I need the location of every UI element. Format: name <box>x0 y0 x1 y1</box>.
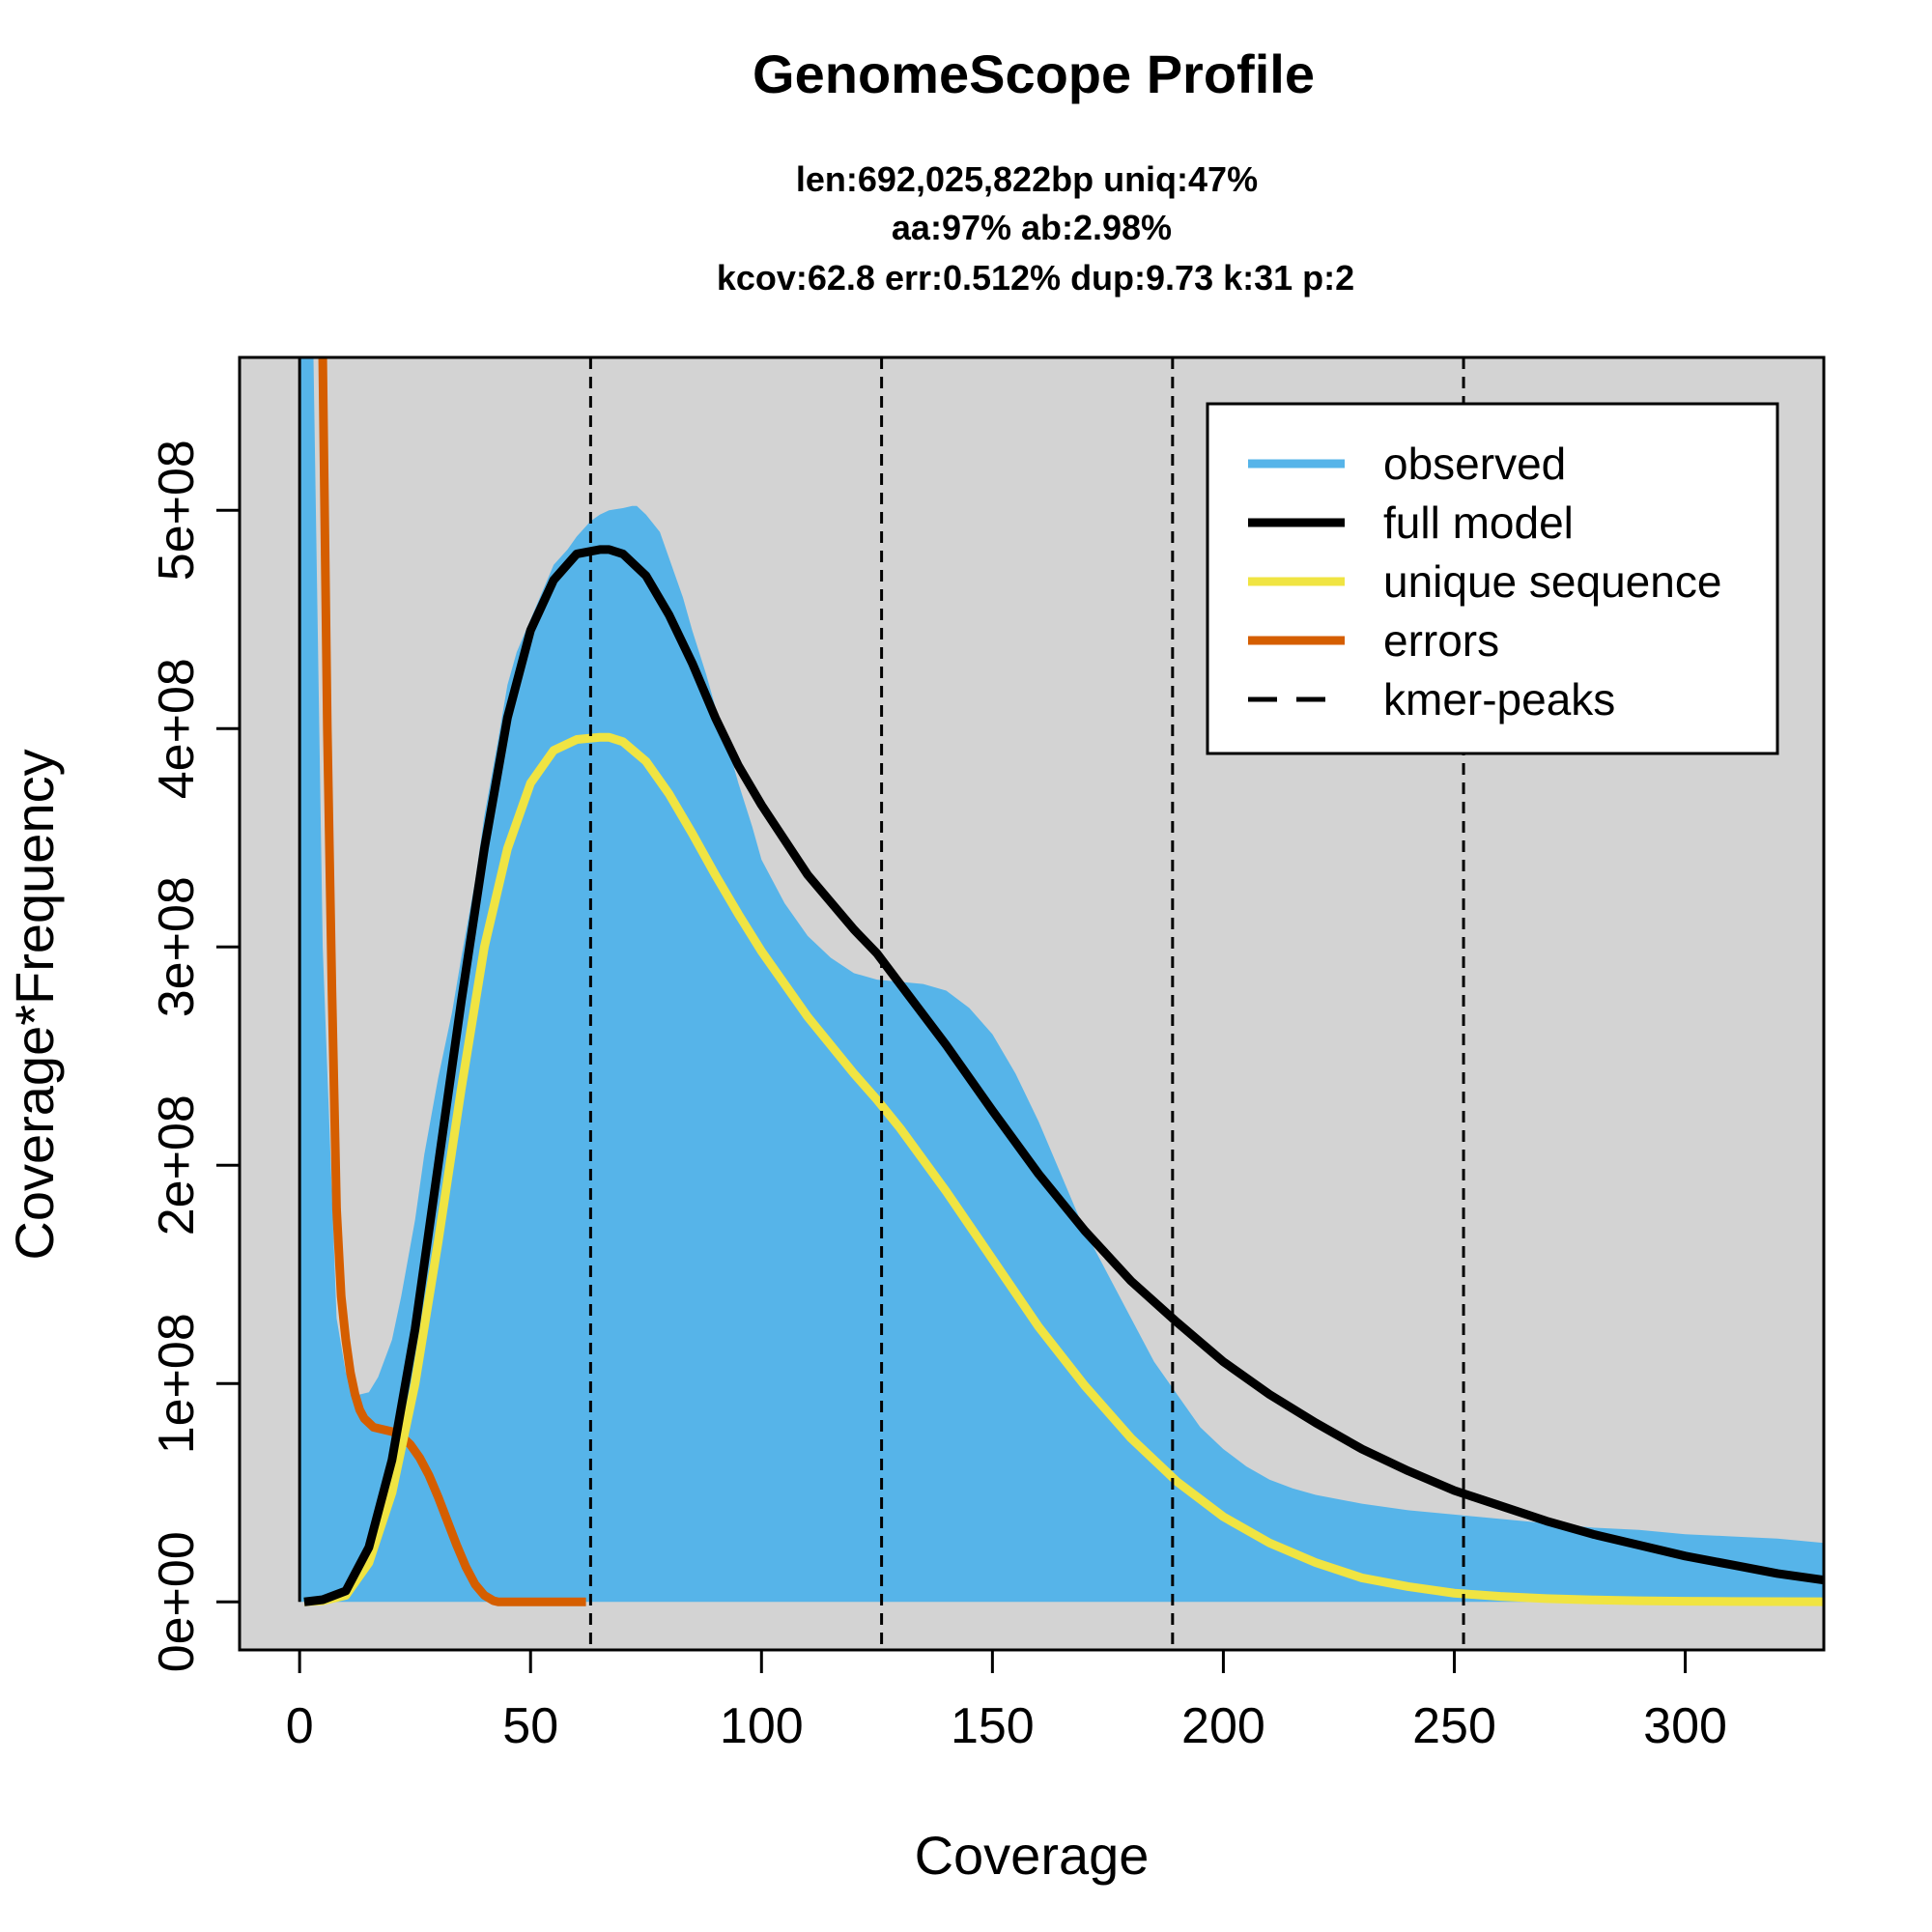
x-tick-label: 50 <box>502 1698 558 1754</box>
legend-label: full model <box>1383 497 1574 548</box>
legend-label: errors <box>1383 615 1499 666</box>
subtitle-line-2: aa:97% ab:2.98% <box>892 208 1172 247</box>
chart-title: GenomeScope Profile <box>753 43 1315 104</box>
x-tick-label: 300 <box>1643 1698 1727 1754</box>
x-axis-label: Coverage <box>915 1825 1150 1886</box>
series-layer <box>298 357 1824 1606</box>
y-tick-label: 4e+08 <box>149 658 205 799</box>
series-errors-line <box>318 357 586 1606</box>
y-tick-label: 5e+08 <box>149 440 205 581</box>
series-unique-sequence-line <box>303 732 1824 1606</box>
legend-label: kmer-peaks <box>1383 674 1615 724</box>
y-tick-label: 1e+08 <box>149 1313 205 1454</box>
legend-label: unique sequence <box>1383 556 1721 607</box>
x-tick-label: 150 <box>951 1698 1035 1754</box>
x-tick-label: 250 <box>1412 1698 1496 1754</box>
x-axis: 0 50 100 150 200 250 300 <box>286 1648 1727 1754</box>
x-tick-label: 100 <box>720 1698 804 1754</box>
legend: observed full model unique sequence errors k… <box>1206 402 1779 755</box>
x-tick-label: 0 <box>286 1698 314 1754</box>
y-axis-label: Coverage*Frequency <box>4 749 65 1260</box>
subtitle-line-3: kcov:62.8 err:0.512% dup:9.73 k:31 p:2 <box>717 258 1354 298</box>
subtitle-line-1: len:692,025,822bp uniq:47% <box>796 159 1258 199</box>
series-full-model-line <box>303 545 1824 1606</box>
y-axis: 0e+00 1e+08 2e+08 3e+08 4e+08 5e+08 <box>149 440 242 1672</box>
y-tick-label: 2e+08 <box>149 1094 205 1236</box>
y-tick-label: 0e+00 <box>149 1531 205 1672</box>
series-observed-area <box>299 357 1824 1603</box>
legend-label: observed <box>1383 439 1566 489</box>
y-tick-label: 3e+08 <box>149 876 205 1017</box>
x-tick-label: 200 <box>1181 1698 1265 1754</box>
